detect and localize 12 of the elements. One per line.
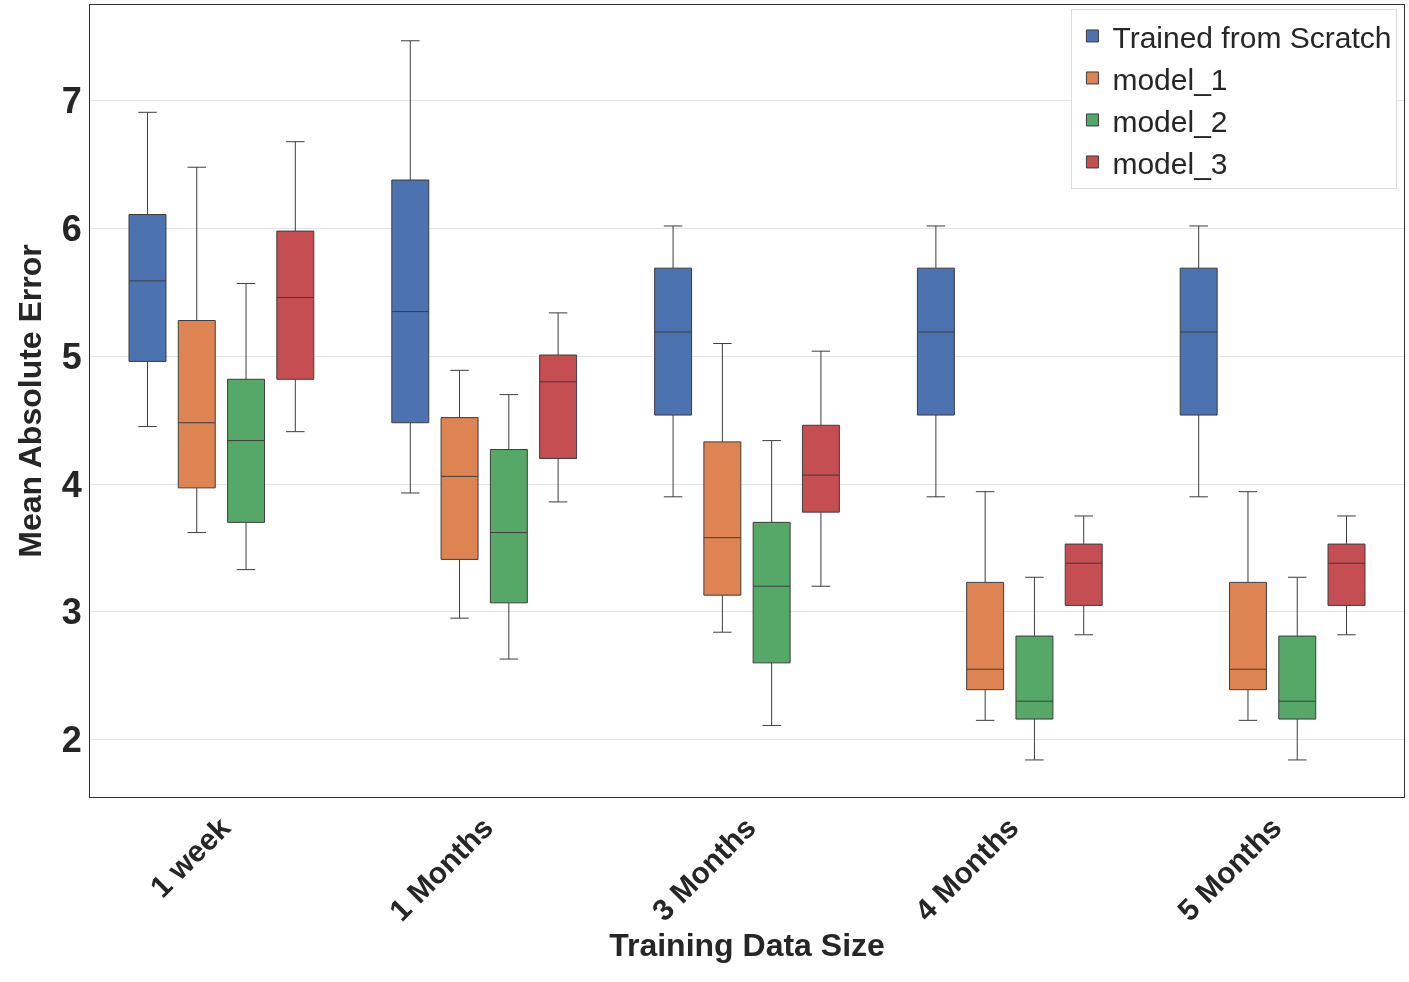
legend-label: model_2 (1112, 104, 1228, 138)
x-axis-title: Training Data Size (609, 926, 885, 963)
legend-label: model_3 (1112, 146, 1228, 180)
y-tick-label: 7 (61, 80, 82, 122)
y-tick-label: 2 (61, 719, 82, 761)
y-tick-label: 3 (61, 591, 82, 633)
y-axis-title: Mean Absolute Error (12, 244, 49, 558)
y-tick-label: 6 (61, 208, 82, 250)
y-tick-label: 5 (61, 335, 82, 377)
y-tick-label: 4 (61, 463, 82, 505)
legend-label: Trained from Scratch (1112, 20, 1392, 54)
legend-label: model_1 (1112, 62, 1228, 96)
